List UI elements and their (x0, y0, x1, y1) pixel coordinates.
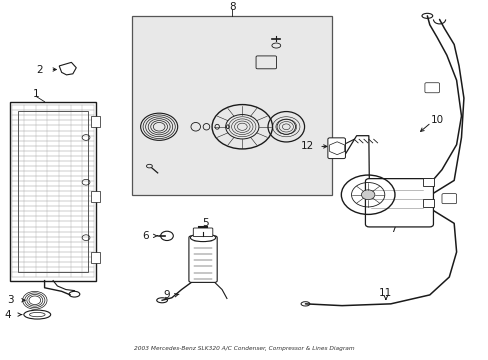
Bar (132, 16, 331, 195)
FancyBboxPatch shape (256, 56, 276, 69)
Bar (18, 111, 88, 272)
Text: 12: 12 (301, 141, 314, 152)
FancyBboxPatch shape (193, 228, 212, 237)
FancyBboxPatch shape (365, 179, 432, 227)
Text: 2003 Mercedes-Benz SLK320 A/C Condenser, Compressor & Lines Diagram: 2003 Mercedes-Benz SLK320 A/C Condenser,… (134, 346, 354, 351)
Circle shape (361, 190, 374, 200)
Text: 4: 4 (5, 310, 11, 320)
Text: 9: 9 (163, 290, 169, 300)
FancyBboxPatch shape (188, 236, 217, 282)
FancyBboxPatch shape (424, 83, 439, 93)
FancyBboxPatch shape (441, 194, 456, 204)
Text: 6: 6 (142, 231, 148, 241)
FancyBboxPatch shape (327, 138, 345, 159)
Text: 8: 8 (228, 2, 235, 12)
Bar (91, 252, 100, 263)
Text: 3: 3 (7, 295, 14, 305)
Text: 7: 7 (389, 224, 396, 234)
Bar (422, 199, 433, 207)
Bar (91, 191, 100, 202)
Text: 5: 5 (202, 219, 208, 228)
Text: 10: 10 (429, 114, 443, 125)
Bar (422, 178, 433, 186)
Text: 2: 2 (36, 64, 43, 75)
Text: 1: 1 (33, 89, 39, 99)
Bar (91, 116, 100, 127)
Text: 11: 11 (379, 288, 392, 298)
Bar (10, 102, 96, 280)
Ellipse shape (190, 234, 215, 242)
